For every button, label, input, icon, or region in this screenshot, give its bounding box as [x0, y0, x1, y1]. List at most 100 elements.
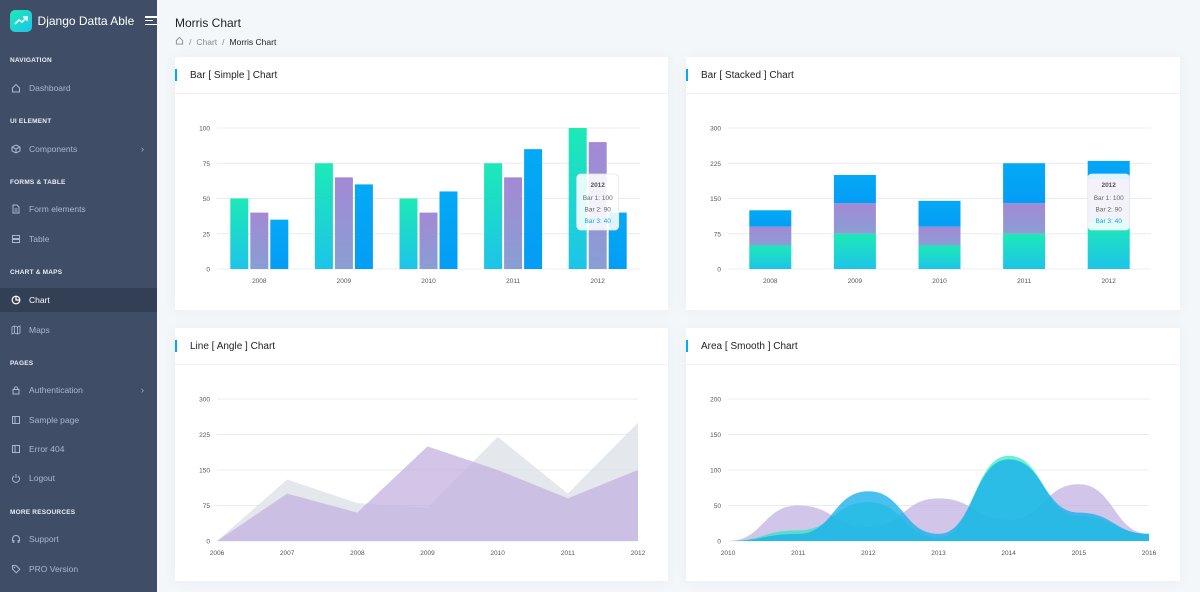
sidebar-item-pro-version[interactable]: PRO Version: [0, 557, 157, 581]
sidebar-item-label: Logout: [29, 473, 55, 483]
y-tick-label: 75: [714, 231, 722, 238]
bar-2-bar: [833, 203, 876, 234]
brand-name: Django Datta Able: [37, 13, 135, 28]
x-tick-label: 2014: [1001, 550, 1016, 557]
bar-1-bar: [399, 198, 418, 269]
tag-icon: [11, 564, 21, 574]
power-icon: [11, 473, 21, 483]
bar-3-bar: [918, 200, 961, 227]
tooltip-line: Bar 1: 100: [583, 195, 613, 202]
card-header: Area [ Smooth ] Chart: [686, 328, 1180, 365]
y-tick-label: 0: [206, 539, 210, 546]
bar-1-bar: [749, 245, 792, 269]
x-tick-label: 2009: [848, 278, 863, 285]
x-tick-label: 2015: [1072, 550, 1087, 557]
sidebar-item-maps[interactable]: Maps: [0, 318, 157, 342]
y-tick-label: 150: [710, 432, 721, 439]
y-tick-label: 50: [714, 503, 722, 510]
area-smooth-chart: 0 50 100 150 200 2010 2011 2012 2013 2014 2015 2016: [710, 397, 1156, 558]
bar-stacked-card: Bar [ Stacked ] Chart 0 75 150 225 300 2008 20…: [686, 57, 1180, 310]
y-tick-label: 150: [710, 196, 721, 203]
server-icon: [11, 234, 21, 244]
x-tick-label: 2011: [1017, 278, 1031, 285]
x-tick-label: 2011: [791, 550, 805, 557]
breadcrumb-item-current: Morris Chart: [229, 36, 277, 47]
bar-simple-card: Bar [ Simple ] Chart 0 25 50 75 100 2008 2009 2…: [175, 57, 668, 310]
sidebar-item-dashboard[interactable]: Dashboard: [0, 76, 157, 100]
line-angle-card: Line [ Angle ] Chart 0 75 150 225 300 2006 200…: [175, 328, 668, 581]
y-tick-label: 0: [717, 539, 721, 546]
x-tick-label: 2011: [506, 278, 520, 285]
y-tick-label: 225: [710, 161, 721, 168]
x-tick-label: 2012: [861, 550, 876, 557]
tooltip-title: 2012: [1101, 182, 1116, 189]
area-smooth-card: Area [ Smooth ] Chart 0 50 100 150 200 2010 20…: [686, 328, 1180, 581]
sidebar-item-sample-page[interactable]: Sample page: [0, 408, 157, 432]
line-angle-chart: 0 75 150 225 300 2006 2007 2008 2009 2010 2011 2012: [199, 397, 645, 558]
nav-caption: UI ELEMENT: [10, 118, 52, 125]
y-tick-label: 100: [199, 126, 210, 133]
card-title: Area [ Smooth ] Chart: [701, 340, 798, 352]
sidebar-item-table[interactable]: Table: [0, 227, 157, 251]
bar-3-bar: [354, 184, 373, 269]
card-title: Bar [ Simple ] Chart: [190, 69, 278, 81]
bar-2-bar: [504, 177, 523, 269]
nav-caption: CHART & MAPS: [10, 269, 63, 276]
pie-chart-icon: [11, 295, 21, 305]
bar-3-bar: [749, 210, 792, 227]
card-title: Bar [ Stacked ] Chart: [701, 69, 794, 81]
sidebar-item-form-elements[interactable]: Form elements: [0, 197, 157, 221]
tooltip-line: Bar 3: 40: [585, 218, 612, 225]
sidebar-item-authentication[interactable]: Authentication ›: [0, 378, 157, 402]
lock-icon: [11, 385, 21, 395]
y-tick-label: 100: [710, 468, 721, 475]
x-tick-label: 2010: [932, 278, 947, 285]
x-tick-label: 2012: [1101, 278, 1116, 285]
bar-1-bar: [918, 245, 961, 269]
sidebar-item-logout[interactable]: Logout: [0, 466, 157, 490]
bar-1-bar: [314, 163, 333, 269]
bar-stacked-chart: 0 75 150 225 300 2008 2009 2010 2011 2012 2012 Bar …: [710, 126, 1151, 285]
x-tick-label: 2010: [721, 550, 736, 557]
tooltip-line: Bar 1: 100: [1094, 195, 1124, 202]
sidebar-item-chart[interactable]: Chart: [0, 288, 157, 312]
sidebar-item-label: Form elements: [29, 204, 86, 214]
chevron-right-icon: ›: [141, 385, 144, 395]
sidebar-item-label: Error 404: [29, 444, 65, 454]
sidebar-item-label: Support: [29, 534, 59, 544]
bar-simple-chart: 0 25 50 75 100 2008 2009 2010 2011 2012 2012 Bar 1:…: [199, 126, 640, 285]
sidebar-item-label: Components: [29, 144, 78, 154]
sidebar-item-components[interactable]: Components ›: [0, 137, 157, 161]
sidebar-item-support[interactable]: Support: [0, 527, 157, 551]
nav-caption: MORE RESOURCES: [10, 509, 76, 516]
chevron-right-icon: ›: [141, 144, 144, 154]
headphones-icon: [11, 534, 21, 544]
bar-2-bar: [918, 226, 961, 246]
sidebar-item-label: Authentication: [29, 385, 83, 395]
home-icon[interactable]: [175, 36, 184, 47]
sidebar-item-label: Chart: [29, 295, 50, 305]
bar-3-bar: [439, 191, 458, 269]
y-tick-label: 200: [710, 397, 721, 404]
bar-3-bar: [524, 149, 543, 269]
x-tick-label: 2008: [252, 278, 267, 285]
x-tick-label: 2009: [420, 550, 435, 557]
sidebar-item-error-404[interactable]: Error 404: [0, 437, 157, 461]
y-tick-label: 225: [199, 432, 210, 439]
bar-2-bar: [419, 212, 438, 269]
bar-3-bar: [833, 175, 876, 204]
bar-2-bar: [749, 226, 792, 246]
y-tick-label: 300: [199, 397, 210, 404]
y-tick-label: 300: [710, 126, 721, 133]
sidebar: Django Datta Able NAVIGATION Dashboard UI …: [0, 0, 157, 592]
x-tick-label: 2013: [931, 550, 946, 557]
nav-caption: FORMS & TABLE: [10, 179, 66, 186]
chart-tooltip: 2012 Bar 1: 100 Bar 2: 90 Bar 3: 40: [576, 173, 620, 231]
breadcrumb-separator: /: [222, 36, 225, 47]
breadcrumb-item-chart[interactable]: Chart: [196, 36, 218, 47]
x-tick-label: 2007: [280, 550, 295, 557]
menu-toggle-icon[interactable]: [145, 16, 157, 25]
bar-1-bar: [484, 163, 503, 269]
x-tick-label: 2010: [421, 278, 436, 285]
bar-1-bar: [833, 233, 876, 269]
